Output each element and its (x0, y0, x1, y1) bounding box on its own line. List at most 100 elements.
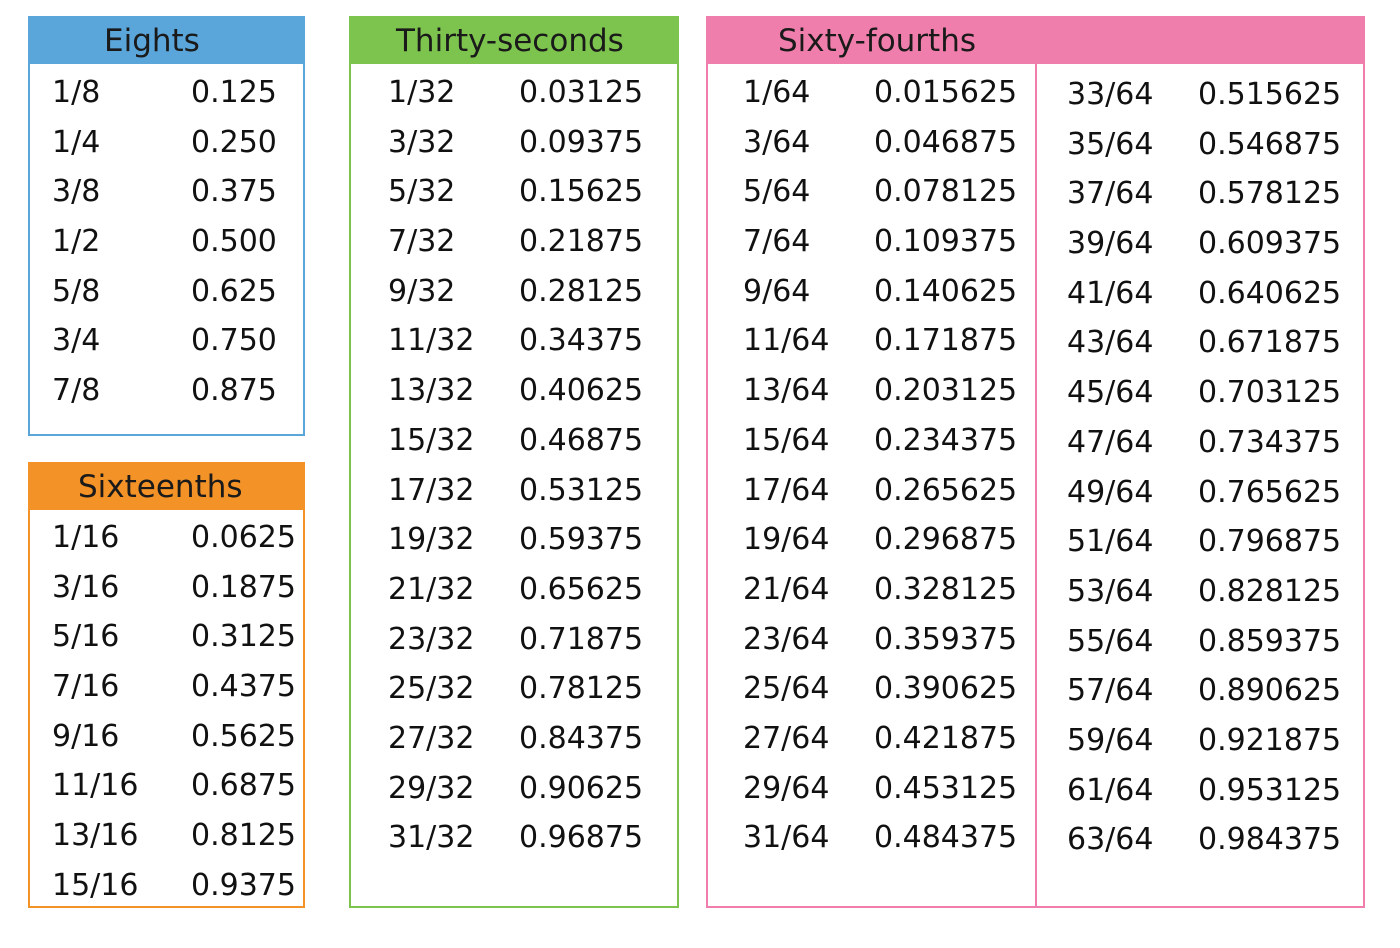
decimal-cell: 0.703125 (1198, 375, 1342, 411)
sixty-fourths-table: Sixty-fourths 1/64 0.015625 3/64 0.046875 5/… (706, 16, 1365, 908)
decimal-cell: 0.265625 (874, 472, 1018, 508)
table-row: 9/32 0.28125 (351, 267, 677, 317)
table-row: 29/32 0.90625 (351, 764, 677, 814)
table-row: 1/4 0.250 (30, 118, 303, 168)
decimal-cell: 0.796875 (1198, 524, 1342, 560)
decimal-cell: 0.203125 (874, 373, 1018, 409)
decimal-cell: 0.4375 (191, 669, 296, 705)
fraction-cell: 29/64 (743, 770, 830, 806)
fraction-cell: 31/64 (743, 820, 830, 856)
table-row: 41/64 0.640625 (1037, 269, 1363, 319)
decimal-cell: 0.453125 (874, 770, 1018, 806)
sixteenths-table: Sixteenths 1/16 0.0625 3/16 0.1875 5/16 0.312… (28, 462, 305, 908)
fraction-cell: 13/16 (52, 818, 139, 854)
decimal-cell: 0.578125 (1198, 176, 1342, 212)
fraction-cell: 51/64 (1067, 524, 1154, 560)
decimal-cell: 0.234375 (874, 422, 1018, 458)
fraction-cell: 59/64 (1067, 722, 1154, 758)
fraction-cell: 17/64 (743, 472, 830, 508)
table-row: 5/64 0.078125 (708, 167, 1035, 217)
table-row: 7/8 0.875 (30, 366, 303, 416)
decimal-cell: 0.296875 (874, 522, 1018, 558)
fraction-cell: 5/16 (52, 619, 120, 655)
table-row: 31/64 0.484375 (708, 813, 1035, 863)
fraction-cell: 5/8 (52, 273, 101, 309)
sixty-fourths-header: Sixty-fourths (708, 18, 1363, 64)
fraction-cell: 15/16 (52, 867, 139, 903)
fraction-cell: 9/32 (388, 273, 456, 309)
table-row: 49/64 0.765625 (1037, 468, 1363, 518)
table-row: 17/32 0.53125 (351, 466, 677, 516)
fraction-cell: 3/4 (52, 323, 101, 359)
fraction-cell: 3/64 (743, 124, 811, 160)
decimal-cell: 0.828125 (1198, 573, 1342, 609)
decimal-cell: 0.890625 (1198, 673, 1342, 709)
column-divider (1035, 64, 1037, 906)
table-row: 61/64 0.953125 (1037, 766, 1363, 816)
eighths-table: Eights 1/8 0.125 1/4 0.250 3/8 0.375 1/2 0.500 5… (28, 16, 305, 436)
decimal-cell: 0.750 (191, 323, 277, 359)
table-row: 45/64 0.703125 (1037, 368, 1363, 418)
fraction-cell: 63/64 (1067, 822, 1154, 858)
table-row: 27/64 0.421875 (708, 714, 1035, 764)
fraction-cell: 9/64 (743, 273, 811, 309)
sixteenths-rows: 1/16 0.0625 3/16 0.1875 5/16 0.3125 7/16 0.4375… (30, 510, 303, 911)
sixty-fourths-right-column: 33/64 0.515625 35/64 0.546875 37/64 0.578125 3… (1037, 70, 1363, 865)
table-row: 51/64 0.796875 (1037, 517, 1363, 567)
table-row: 25/64 0.390625 (708, 664, 1035, 714)
fraction-cell: 19/64 (743, 522, 830, 558)
fraction-cell: 49/64 (1067, 474, 1154, 510)
fraction-cell: 53/64 (1067, 573, 1154, 609)
table-row: 3/8 0.375 (30, 167, 303, 217)
table-row: 59/64 0.921875 (1037, 716, 1363, 766)
table-row: 37/64 0.578125 (1037, 169, 1363, 219)
fraction-cell: 5/64 (743, 174, 811, 210)
decimal-cell: 0.875 (191, 373, 277, 409)
table-row: 15/64 0.234375 (708, 416, 1035, 466)
eighths-rows: 1/8 0.125 1/4 0.250 3/8 0.375 1/2 0.500 5/8 0.625… (30, 64, 303, 416)
table-row: 23/32 0.71875 (351, 615, 677, 665)
fraction-cell: 41/64 (1067, 275, 1154, 311)
fraction-cell: 9/16 (52, 718, 120, 754)
decimal-cell: 0.625 (191, 273, 277, 309)
fraction-cell: 7/32 (388, 224, 456, 260)
table-row: 5/32 0.15625 (351, 167, 677, 217)
fraction-cell: 11/32 (388, 323, 475, 359)
table-row: 21/32 0.65625 (351, 565, 677, 615)
decimal-cell: 0.5625 (191, 718, 296, 754)
decimal-cell: 0.484375 (874, 820, 1018, 856)
decimal-cell: 0.15625 (519, 174, 644, 210)
decimal-cell: 0.3125 (191, 619, 296, 655)
decimal-cell: 0.140625 (874, 273, 1018, 309)
table-row: 1/8 0.125 (30, 68, 303, 118)
decimal-cell: 0.328125 (874, 571, 1018, 607)
decimal-cell: 0.765625 (1198, 474, 1342, 510)
fraction-cell: 1/16 (52, 520, 120, 555)
fraction-cell: 7/64 (743, 224, 811, 260)
table-row: 11/32 0.34375 (351, 316, 677, 366)
table-row: 23/64 0.359375 (708, 615, 1035, 665)
fraction-cell: 13/32 (388, 373, 475, 409)
table-row: 1/32 0.03125 (351, 68, 677, 118)
decimal-cell: 0.0625 (191, 520, 296, 555)
decimal-cell: 0.546875 (1198, 126, 1342, 162)
table-row: 63/64 0.984375 (1037, 815, 1363, 865)
fraction-cell: 1/2 (52, 224, 101, 260)
decimal-cell: 0.359375 (874, 621, 1018, 657)
decimal-cell: 0.609375 (1198, 226, 1342, 262)
table-row: 31/32 0.96875 (351, 813, 677, 863)
decimal-cell: 0.171875 (874, 323, 1018, 359)
decimal-cell: 0.390625 (874, 671, 1018, 707)
thirty-seconds-rows: 1/32 0.03125 3/32 0.09375 5/32 0.15625 7/32 0.2… (351, 64, 677, 863)
decimal-cell: 0.640625 (1198, 275, 1342, 311)
table-row: 3/64 0.046875 (708, 118, 1035, 168)
decimal-cell: 0.34375 (519, 323, 644, 359)
table-row: 7/64 0.109375 (708, 217, 1035, 267)
decimal-cell: 0.84375 (519, 720, 644, 756)
decimal-cell: 0.015625 (874, 75, 1018, 110)
table-row: 9/16 0.5625 (30, 712, 303, 762)
fraction-cell: 5/32 (388, 174, 456, 210)
fraction-cell: 35/64 (1067, 126, 1154, 162)
fraction-cell: 31/32 (388, 820, 475, 856)
fraction-cell: 17/32 (388, 472, 475, 508)
